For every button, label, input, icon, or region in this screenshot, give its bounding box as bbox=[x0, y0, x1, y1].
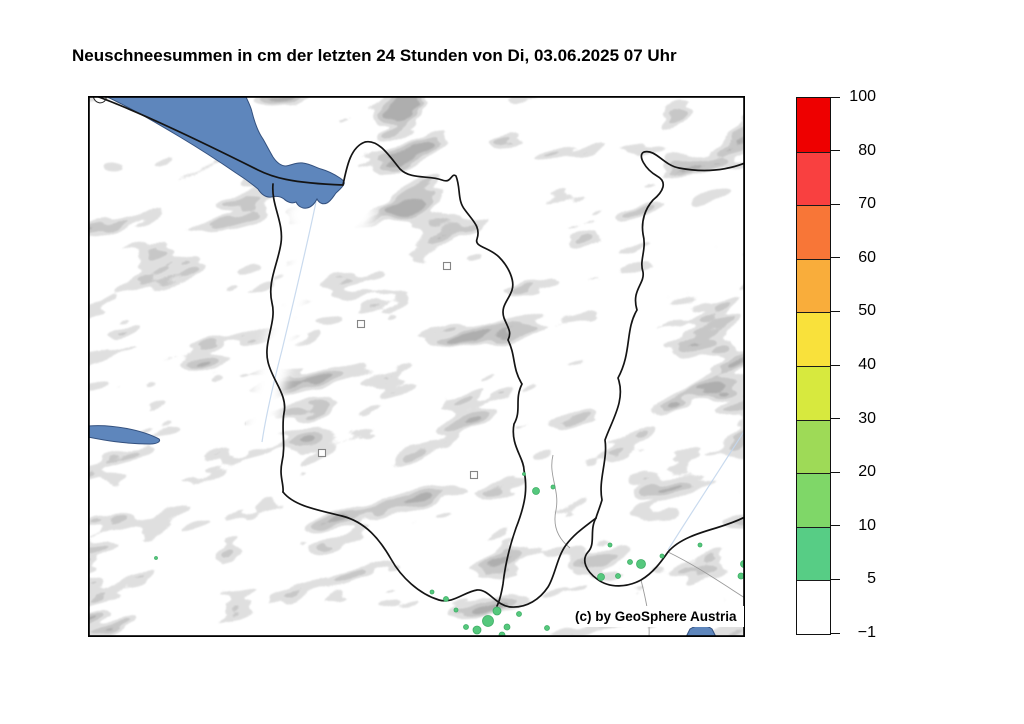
station-marker bbox=[442, 261, 452, 271]
map-canvas bbox=[88, 96, 745, 637]
legend-tick bbox=[831, 525, 840, 527]
legend-ticks: 100 80 70 60 50 40 30 20 10 5 −1 bbox=[796, 88, 891, 641]
legend-tick bbox=[831, 632, 840, 634]
legend-tick bbox=[831, 257, 840, 259]
terrain-hillshade bbox=[88, 96, 745, 637]
weather-map: (c) by GeoSphere Austria bbox=[88, 96, 745, 637]
border-top-right bbox=[595, 150, 745, 519]
border-germany bbox=[342, 140, 527, 607]
legend-tick bbox=[831, 418, 840, 420]
legend-colorbar: 100 80 70 60 50 40 30 20 10 5 −1 bbox=[796, 88, 891, 641]
snow-spot bbox=[550, 484, 556, 490]
border-south bbox=[282, 491, 597, 608]
legend-tick bbox=[831, 150, 840, 152]
legend-color-cell bbox=[797, 258, 830, 313]
river-line bbox=[261, 201, 317, 443]
legend-tick-label: 60 bbox=[858, 248, 876, 266]
legend-tick bbox=[831, 578, 840, 580]
legend-cells bbox=[796, 97, 831, 635]
legend-tick-label: 70 bbox=[858, 195, 876, 213]
snow-spot bbox=[492, 606, 502, 616]
lake-bodensee bbox=[105, 96, 345, 209]
legend-tick bbox=[831, 310, 840, 312]
snow-spot bbox=[607, 542, 613, 548]
legend-color-cell bbox=[797, 205, 830, 259]
border-west bbox=[266, 183, 286, 493]
snow-spot bbox=[659, 553, 665, 559]
snow-spot bbox=[503, 623, 511, 631]
legend-color-cell bbox=[797, 473, 830, 527]
snow-spot bbox=[443, 596, 449, 602]
legend-tick bbox=[831, 471, 840, 473]
legend-color-cell bbox=[797, 98, 830, 152]
snow-spot bbox=[453, 607, 459, 613]
snow-spot bbox=[522, 472, 526, 476]
minor-border-line bbox=[551, 454, 571, 549]
station-marker bbox=[317, 448, 327, 458]
snow-spot bbox=[597, 573, 605, 581]
legend-color-cell bbox=[797, 419, 830, 474]
legend-color-cell bbox=[797, 365, 830, 420]
legend-tick bbox=[831, 364, 840, 366]
minor-border-line bbox=[667, 551, 745, 598]
snow-spot bbox=[636, 559, 646, 569]
legend-tick-label: 40 bbox=[858, 356, 876, 373]
snow-spot bbox=[532, 487, 540, 495]
snow-spot bbox=[737, 572, 745, 580]
station-marker-layer bbox=[317, 261, 479, 480]
legend-tick-label: 50 bbox=[858, 302, 876, 320]
snow-spot bbox=[429, 589, 435, 595]
snow-spot bbox=[498, 631, 506, 637]
river-line bbox=[667, 430, 745, 551]
legend-color-cell bbox=[797, 312, 830, 366]
legend-tick-label: 30 bbox=[858, 409, 876, 427]
snow-spot bbox=[544, 625, 550, 631]
legend-color-cell bbox=[797, 580, 830, 634]
snow-spot bbox=[482, 615, 494, 627]
snow-spot bbox=[627, 559, 633, 565]
snow-spot bbox=[615, 573, 621, 579]
station-marker bbox=[469, 470, 479, 480]
snow-spot bbox=[154, 556, 158, 560]
chart-title: Neuschneesummen in cm der letzten 24 Stu… bbox=[72, 46, 677, 65]
map-frame bbox=[88, 96, 745, 637]
station-marker bbox=[356, 319, 366, 329]
legend-tick-label: 10 bbox=[858, 516, 876, 534]
legend-tick-label: 5 bbox=[867, 570, 876, 588]
legend-tick-label: 20 bbox=[858, 463, 876, 481]
legend-tick-label: 100 bbox=[849, 88, 876, 105]
copyright-label: (c) by GeoSphere Austria bbox=[568, 606, 744, 627]
snow-spot bbox=[463, 624, 469, 630]
border-lake-axis bbox=[95, 96, 344, 186]
legend-tick bbox=[831, 203, 840, 205]
legend-tick bbox=[831, 96, 840, 98]
snow-spot bbox=[472, 625, 482, 635]
snow-spot bbox=[697, 542, 703, 548]
legend-color-cell bbox=[797, 151, 830, 206]
lake-left bbox=[88, 425, 161, 445]
legend-color-cell bbox=[797, 526, 830, 581]
border-samnaun bbox=[584, 516, 745, 587]
legend-tick-label: −1 bbox=[857, 624, 876, 641]
legend-tick-label: 80 bbox=[858, 141, 876, 159]
snow-spot bbox=[516, 611, 522, 617]
